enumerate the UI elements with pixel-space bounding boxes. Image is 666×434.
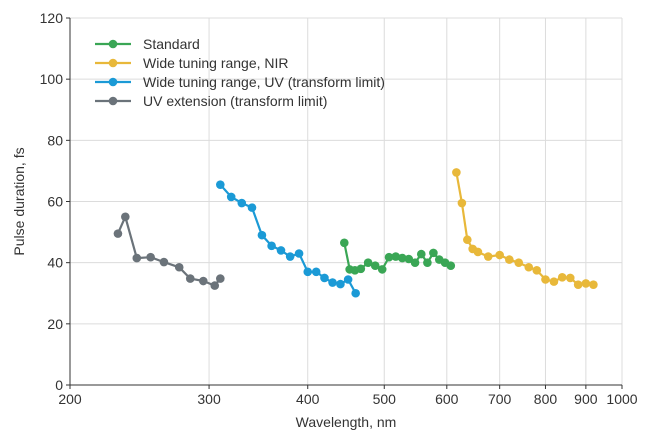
x-tick-label: 200 [58,391,82,407]
data-point [199,276,208,286]
data-point [457,198,467,208]
y-tick-label: 0 [55,377,63,393]
data-point [174,262,184,272]
data-point [429,248,438,258]
data-point [398,253,407,263]
data-point [351,288,360,298]
x-tick-label: 400 [296,391,320,407]
data-point [463,235,472,245]
legend-item: Standard [95,36,200,52]
series-1 [339,238,456,275]
data-point [132,253,142,263]
x-axis-title: Wavelength, nm [296,414,397,430]
grid [70,17,623,385]
y-tick-label: 100 [40,71,64,87]
data-point [267,241,276,251]
legend-item: Wide tuning range, NIR [95,55,289,71]
data-point [416,249,426,259]
data-point [311,267,321,277]
data-point [159,257,169,267]
x-tick-label: 600 [435,391,459,407]
legend-item: UV extension (transform limit) [95,93,327,109]
data-point [557,273,567,282]
series-3 [216,180,360,298]
data-point [423,258,432,267]
data-point [384,252,394,262]
legend: Standard Wide tuning range, NIR Wide tunin… [95,36,385,109]
y-tick-label: 120 [40,10,64,26]
y-tick-label: 80 [47,132,63,148]
data-point [339,238,349,248]
data-point [473,247,483,257]
data-point [532,266,542,275]
x-tick-label: 500 [373,391,397,407]
data-point [391,252,401,261]
data-point [505,255,514,264]
data-point [210,281,220,290]
axes [66,17,623,389]
data-point [363,258,373,267]
legend-label: Wide tuning range, NIR [143,55,289,71]
data-point [589,280,598,289]
y-axis-title: Pulse duration, fs [11,147,27,255]
data-point [549,277,559,286]
legend-marker [108,96,118,106]
y-tick-label: 40 [47,255,63,271]
data-point [404,254,414,264]
data-point [356,264,366,274]
x-tick-label: 300 [197,391,221,407]
legend-label: Standard [143,36,200,52]
data-point [377,265,387,274]
data-point [328,278,337,287]
y-tick-label: 20 [47,316,63,332]
data-point [285,252,295,261]
x-tick-label: 700 [488,391,512,407]
data-point [573,280,583,289]
data-point [320,273,329,283]
data-point [410,258,420,267]
x-tick-label: 1000 [606,391,637,407]
data-point [216,274,225,283]
y-tick-label: 60 [47,194,63,210]
data-point [524,262,534,272]
data-point [113,229,123,238]
series-line [116,215,222,287]
data-point [565,273,575,283]
data-point [581,279,591,288]
x-tick-label: 800 [534,391,558,407]
series-4 [113,212,225,290]
data-point [226,192,236,202]
data-point [452,168,461,177]
data-point [541,275,550,284]
data-point [370,261,380,271]
legend-marker [108,77,118,87]
legend-label: UV extension (transform limit) [143,93,327,109]
legend-label: Wide tuning range, UV (transform limit) [143,74,385,90]
data-point [216,180,225,189]
tick-labels: 200 300 400 500 600 700 800 900 1000 0 20 40 60 80 100… [40,10,638,407]
data-point [247,203,257,212]
data-point [185,274,195,283]
data-point [514,258,524,267]
legend-marker [108,58,118,68]
legend-marker [108,39,118,49]
data-point [121,212,130,222]
data-point [336,279,345,289]
data-point [446,261,456,271]
data-point [294,249,304,258]
data-point [276,246,286,255]
series-layer [113,168,598,298]
data-point [495,250,504,260]
data-point [146,252,155,262]
data-point [257,230,267,240]
data-point [303,267,313,277]
x-tick-label: 900 [574,391,598,407]
data-point [343,275,353,284]
legend-item: Wide tuning range, UV (transform limit) [95,74,385,90]
data-point [237,198,247,208]
series-2 [452,168,598,289]
data-point [483,252,493,261]
